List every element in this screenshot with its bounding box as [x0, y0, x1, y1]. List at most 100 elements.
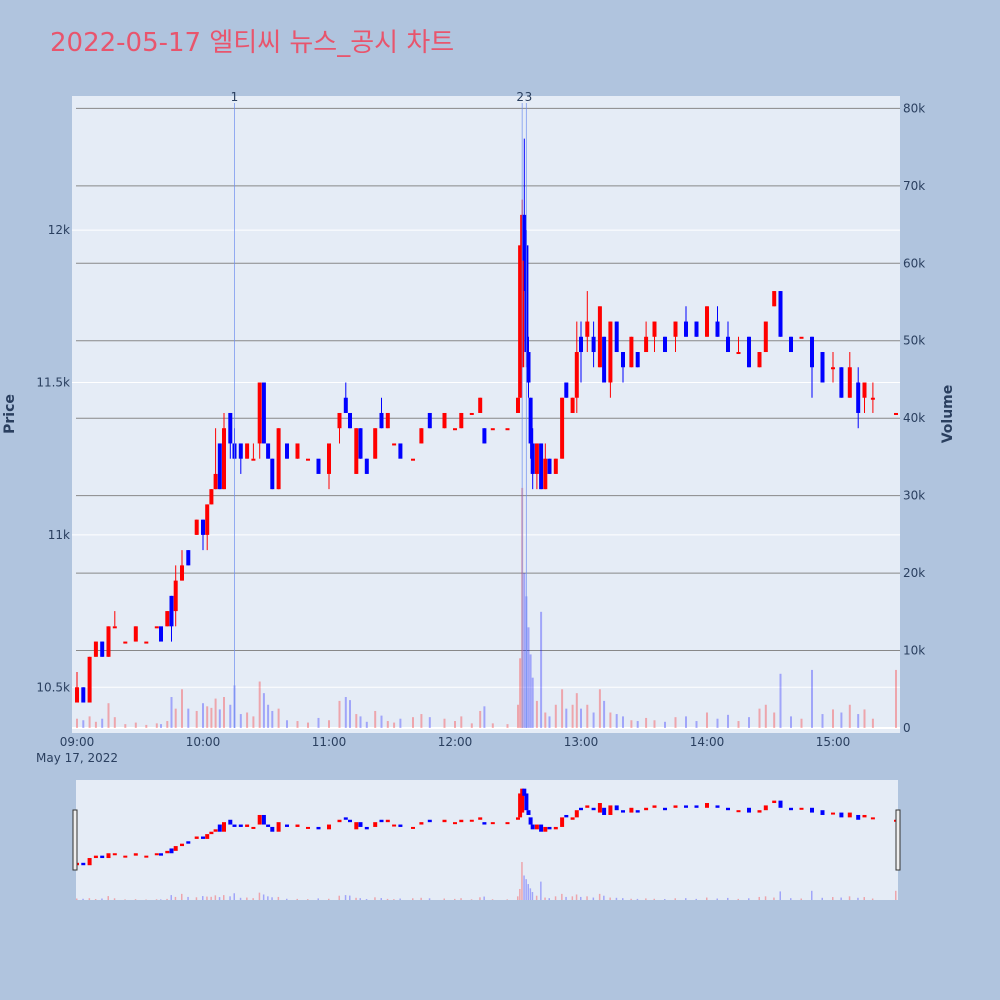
- candle-body: [673, 321, 678, 337]
- candle-body: [133, 626, 138, 642]
- volume-bar: [630, 720, 633, 728]
- volume-bar: [871, 718, 874, 728]
- mini-candle: [839, 812, 844, 818]
- candle-body: [245, 443, 250, 459]
- volume-bar: [565, 708, 568, 728]
- mini-candle: [870, 817, 875, 820]
- candle-body: [663, 336, 667, 353]
- range-slider-handle-left[interactable]: [72, 809, 78, 871]
- volume-bar: [470, 723, 473, 728]
- mini-volume-bar: [636, 898, 639, 900]
- mini-volume-bar: [622, 898, 624, 900]
- annotation-label: 3: [525, 90, 533, 104]
- volume-bar: [195, 710, 198, 728]
- mini-volume-bar: [565, 896, 567, 900]
- candle-body: [539, 443, 544, 490]
- candle-body: [316, 458, 321, 474]
- volume-bar: [479, 710, 482, 728]
- mini-candle: [478, 817, 483, 820]
- mini-candle: [570, 817, 575, 820]
- mini-candle: [133, 853, 138, 856]
- x-tick-label: 11:00: [312, 735, 347, 749]
- range-slider[interactable]: [76, 780, 898, 900]
- mini-volume-bar: [262, 894, 265, 900]
- range-slider-handle-right[interactable]: [895, 809, 901, 871]
- candle-body: [358, 428, 363, 459]
- volume-bar: [540, 611, 543, 728]
- mini-volume-bar: [506, 899, 508, 900]
- mini-candle: [629, 807, 634, 813]
- mini-volume-bar: [540, 881, 542, 900]
- mini-volume-bar: [328, 898, 330, 900]
- volume-bar: [695, 721, 698, 728]
- candle-body: [478, 397, 483, 413]
- candle-body: [169, 595, 174, 627]
- volume-bar: [764, 704, 767, 728]
- candle-body: [856, 382, 861, 413]
- mini-candle: [251, 826, 256, 829]
- candle-body: [602, 336, 607, 383]
- volume-bar: [155, 723, 158, 728]
- candle-body: [337, 412, 342, 429]
- volume-bar: [443, 718, 446, 728]
- mini-volume-bar: [695, 898, 697, 900]
- mini-volume-bar: [525, 879, 527, 900]
- y2-axis-title: Volume: [940, 385, 956, 444]
- candle-body: [257, 382, 262, 444]
- y-tick-label: 10.5k: [36, 680, 70, 694]
- volume-bar: [420, 714, 423, 728]
- mini-candle: [518, 793, 523, 818]
- mini-volume-bar: [374, 897, 376, 900]
- candle-body: [530, 443, 535, 474]
- volume-bar: [716, 718, 719, 728]
- mini-candle: [257, 814, 262, 825]
- x-tick-label: 09:00: [60, 735, 95, 749]
- candles: [75, 138, 898, 703]
- mini-candle: [169, 848, 174, 854]
- mini-volume-bar: [195, 897, 198, 900]
- mini-candle: [831, 812, 835, 815]
- mini-candle: [799, 807, 804, 810]
- mini-volume-bar: [779, 891, 781, 900]
- volume-bar: [399, 718, 402, 728]
- y2-tick-label: 0: [903, 721, 911, 735]
- mini-candle: [564, 814, 569, 818]
- candle-body: [201, 519, 205, 535]
- candle-body: [505, 428, 510, 431]
- mini-volume-bar: [479, 897, 481, 900]
- candle-body: [579, 336, 583, 353]
- volume-bar: [218, 709, 221, 728]
- volume-bar: [252, 716, 255, 728]
- mini-volume-bar: [134, 899, 137, 900]
- mini-candle: [547, 826, 552, 830]
- mini-candle: [337, 819, 342, 823]
- mini-volume-bar: [811, 890, 813, 900]
- mini-volume-bar: [229, 896, 231, 900]
- mini-candle: [757, 810, 762, 813]
- volume-bar: [246, 712, 249, 728]
- mini-volume-bar: [239, 897, 242, 900]
- mini-candle: [238, 824, 243, 827]
- mini-volume-bar: [674, 898, 676, 900]
- candle-body: [608, 321, 613, 383]
- mini-candle: [173, 846, 178, 851]
- mini-volume-bar: [575, 894, 578, 900]
- mini-candle: [186, 841, 191, 844]
- volume-bar: [737, 721, 740, 728]
- volume-bar: [94, 721, 97, 728]
- candle-body: [644, 336, 649, 353]
- mini-volume-bar: [155, 899, 158, 900]
- candle-body: [528, 397, 533, 444]
- volume-bar: [113, 717, 116, 728]
- y2-tick-label: 70k: [903, 179, 925, 193]
- mini-volume-bar: [517, 896, 519, 900]
- mini-candle: [442, 819, 447, 823]
- mini-volume-bar: [166, 898, 168, 900]
- mini-candle: [505, 822, 510, 825]
- mini-candle: [597, 803, 602, 813]
- volume-bar: [535, 700, 538, 728]
- mini-candle: [232, 824, 237, 827]
- volume-bar: [349, 700, 351, 728]
